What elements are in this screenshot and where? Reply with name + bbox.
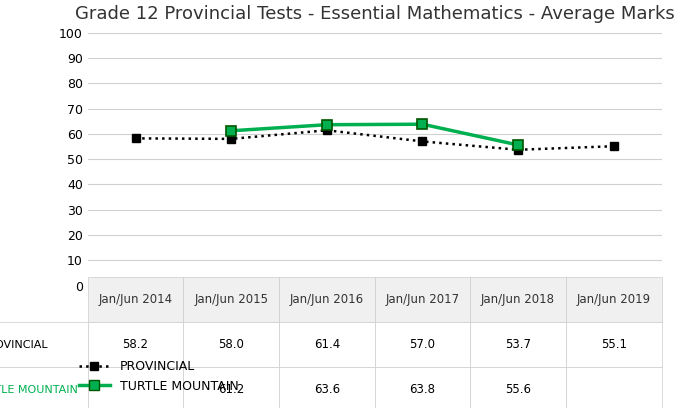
Title: Grade 12 Provincial Tests - Essential Mathematics - Average Marks: Grade 12 Provincial Tests - Essential Ma… [75, 5, 674, 23]
Legend: PROVINCIAL, TURTLE MOUNTAIN: PROVINCIAL, TURTLE MOUNTAIN [74, 355, 244, 398]
